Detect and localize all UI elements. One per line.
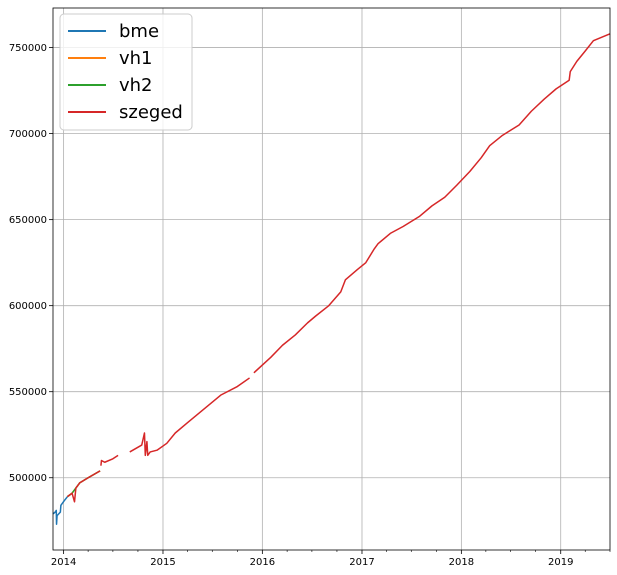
y-tick-label: 550000 — [9, 387, 47, 398]
legend-box — [59, 13, 193, 131]
y-tick-label: 650000 — [9, 215, 47, 226]
series-group — [52, 33, 611, 525]
series-line-bme — [52, 496, 69, 525]
x-tick-label: 2014 — [51, 557, 76, 568]
y-tick-label: 600000 — [9, 301, 47, 312]
grid — [53, 8, 610, 550]
legend: bme vh1 vh2 szeged — [59, 13, 193, 131]
x-tick-label: 2015 — [150, 557, 175, 568]
series-line-szeged — [66, 470, 101, 503]
legend-label-vh1: vh1 — [119, 48, 153, 69]
y-tick-label: 700000 — [9, 129, 47, 140]
y-tick-label: 500000 — [9, 473, 47, 484]
plot-frame — [52, 7, 611, 551]
x-tick-label: 2018 — [449, 557, 474, 568]
x-tick-label: 2016 — [250, 557, 275, 568]
series-line-szeged — [100, 454, 119, 466]
axis-ticks: 2014 2015 2016 2017 2018 2019 500000 550000 6000… — [9, 43, 611, 568]
x-tick-label: 2019 — [548, 557, 573, 568]
y-tick-label: 750000 — [9, 43, 47, 54]
x-tick-label: 2017 — [349, 557, 374, 568]
legend-label-szeged: szeged — [119, 102, 183, 123]
legend-label-vh2: vh2 — [119, 75, 153, 96]
series-line-szeged — [129, 377, 250, 457]
legend-label-bme: bme — [119, 21, 159, 42]
series-line-szeged — [253, 33, 611, 374]
